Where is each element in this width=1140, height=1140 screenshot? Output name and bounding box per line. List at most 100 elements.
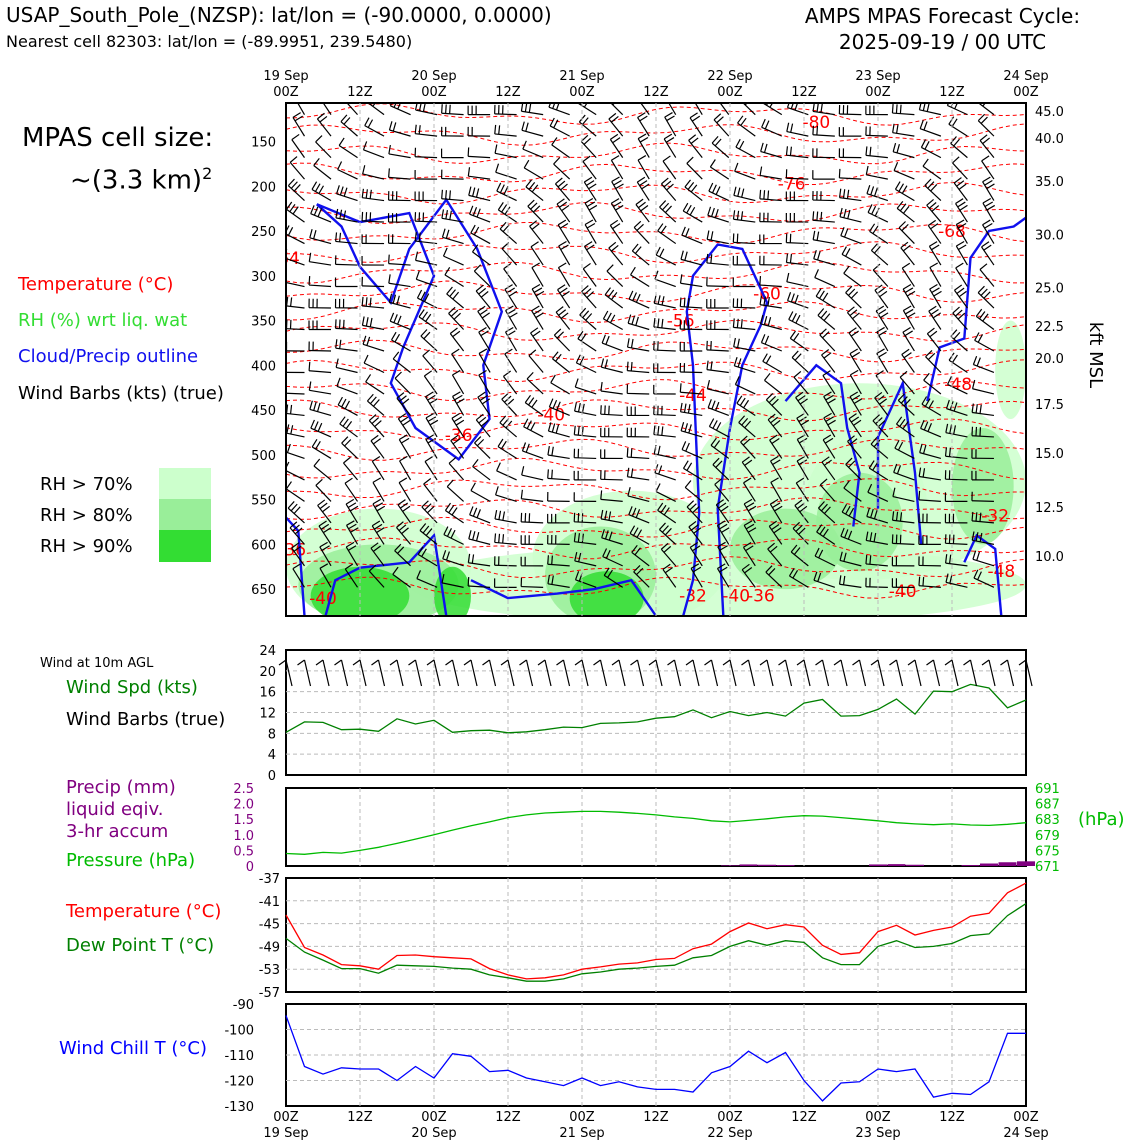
wind-barb-staff xyxy=(399,460,412,481)
wind-barb-staff xyxy=(443,255,464,266)
wind-barb-flag xyxy=(635,293,641,303)
wind-barb-staff xyxy=(495,171,517,180)
wind-barb-flag xyxy=(763,143,768,153)
wind-barb-staff xyxy=(637,159,650,180)
wind-barb-flag xyxy=(530,202,538,210)
wind-barb-flag xyxy=(928,305,937,312)
bottom-time-label: 00Z xyxy=(1013,1110,1039,1125)
wind-barb-flag xyxy=(521,121,525,131)
wind-barb-staff xyxy=(581,291,597,309)
wind-barb-flag xyxy=(339,186,344,196)
station-title: USAP_South_Pole_(NZSP): lat/lon = (-90.0… xyxy=(6,3,552,27)
wind-barb-flag xyxy=(772,419,781,427)
wind-barb-flag xyxy=(680,422,685,432)
wind-barb-flag xyxy=(958,290,967,298)
wind-barb-flag xyxy=(560,183,568,191)
wind-barb-flag xyxy=(290,503,298,512)
wind-barb-flag xyxy=(467,167,471,177)
wind-barb-flag xyxy=(706,379,711,390)
wind-barb-staff xyxy=(286,470,305,481)
wind-barb-flag xyxy=(692,566,702,573)
wind-barb-flag xyxy=(557,284,566,291)
wind-barb-staff xyxy=(423,375,438,395)
surface-wind-barb-flag xyxy=(648,659,657,666)
wind-barb-flag xyxy=(343,210,347,220)
wind-barb-flag xyxy=(982,103,986,107)
wind-barb-flag xyxy=(982,313,989,322)
wind-barb-flag xyxy=(823,459,832,466)
wind-barb-flag xyxy=(481,312,490,319)
wind-ytick-label: 8 xyxy=(268,727,276,742)
wind-barb-flag xyxy=(363,354,369,364)
wind-barb-flag xyxy=(683,403,687,413)
wind-barb-staff xyxy=(734,170,756,180)
wind-barb-flag xyxy=(604,510,608,520)
wind-barb-flag xyxy=(901,223,909,232)
wind-barb-flag xyxy=(582,262,591,270)
wind-barb-staff xyxy=(363,149,385,159)
wind-barb-staff xyxy=(389,129,411,137)
wind-barb-flag xyxy=(971,426,974,436)
wind-barb-flag xyxy=(317,208,323,217)
wind-barb-flag xyxy=(790,544,798,553)
wind-barb-flag xyxy=(760,334,766,343)
wind-barb-flag xyxy=(713,440,721,449)
surface-wind-barb xyxy=(655,659,663,687)
wind-barb-staff xyxy=(309,284,332,288)
precip-bar xyxy=(721,865,739,866)
wind-barb-staff xyxy=(945,478,968,481)
wind-barb-flag xyxy=(693,527,702,534)
wind-barb-staff xyxy=(946,408,968,417)
wind-barb-flag xyxy=(450,434,459,442)
wind-barb-staff xyxy=(340,121,358,137)
wind-barb-flag xyxy=(825,394,834,401)
surface-wind-barb xyxy=(840,659,848,687)
wind-barb-staff xyxy=(451,353,465,373)
wind-barb-flag xyxy=(286,424,290,434)
wind-barb-flag xyxy=(869,223,876,232)
wind-barb-staff xyxy=(424,461,438,481)
wind-barb-flag xyxy=(429,419,439,426)
wind-barb-staff xyxy=(310,427,332,438)
wind-barb-staff xyxy=(522,148,544,159)
wind-barb-flag xyxy=(528,349,537,357)
wind-barb-flag xyxy=(469,506,474,516)
wind-barb-flag xyxy=(904,287,914,294)
wind-barb-flag xyxy=(294,527,303,535)
surface-wind-barb-flag xyxy=(574,659,583,666)
wind-barb-flag xyxy=(551,575,554,585)
wind-barb-flag xyxy=(983,291,991,299)
wind-barb-flag xyxy=(422,525,430,534)
wind-barb-flag xyxy=(472,459,479,467)
wind-barb-flag xyxy=(607,569,613,578)
wind-barb-staff xyxy=(371,461,385,481)
wind-barb-flag xyxy=(721,527,730,533)
wind-barb-staff xyxy=(528,355,544,373)
wind-barb-flag xyxy=(634,547,641,556)
wind-barb-flag xyxy=(343,187,348,197)
wind-barb-staff xyxy=(291,139,305,158)
wind-barb-staff xyxy=(713,119,730,137)
wind-barb-flag xyxy=(821,349,830,356)
wind-barb-flag xyxy=(317,422,323,432)
wind-barb-staff xyxy=(893,151,915,159)
wind-barb-flag xyxy=(451,413,460,419)
wind-barb-flag xyxy=(315,135,323,143)
wind-barb-flag xyxy=(335,232,338,242)
wind-barb-flag xyxy=(898,183,905,192)
wind-barb-flag xyxy=(759,166,763,176)
wind-barb-flag xyxy=(714,209,719,218)
wind-barb-flag xyxy=(812,125,815,135)
wind-barb-flag xyxy=(588,204,598,211)
wind-barb-flag xyxy=(476,438,485,447)
wind-barb-flag xyxy=(316,402,321,412)
wind-barb-flag xyxy=(631,315,636,325)
wind-barb-staff xyxy=(689,117,703,137)
wind-barb-staff xyxy=(317,505,332,524)
wind-barb-flag xyxy=(824,437,834,444)
temperature-ytick-label: -57 xyxy=(259,986,280,1001)
wind-barb-flag xyxy=(979,134,988,141)
wind-barb-flag xyxy=(822,370,831,376)
wind-barb-flag xyxy=(822,292,829,301)
wind-barb-staff xyxy=(398,439,412,459)
